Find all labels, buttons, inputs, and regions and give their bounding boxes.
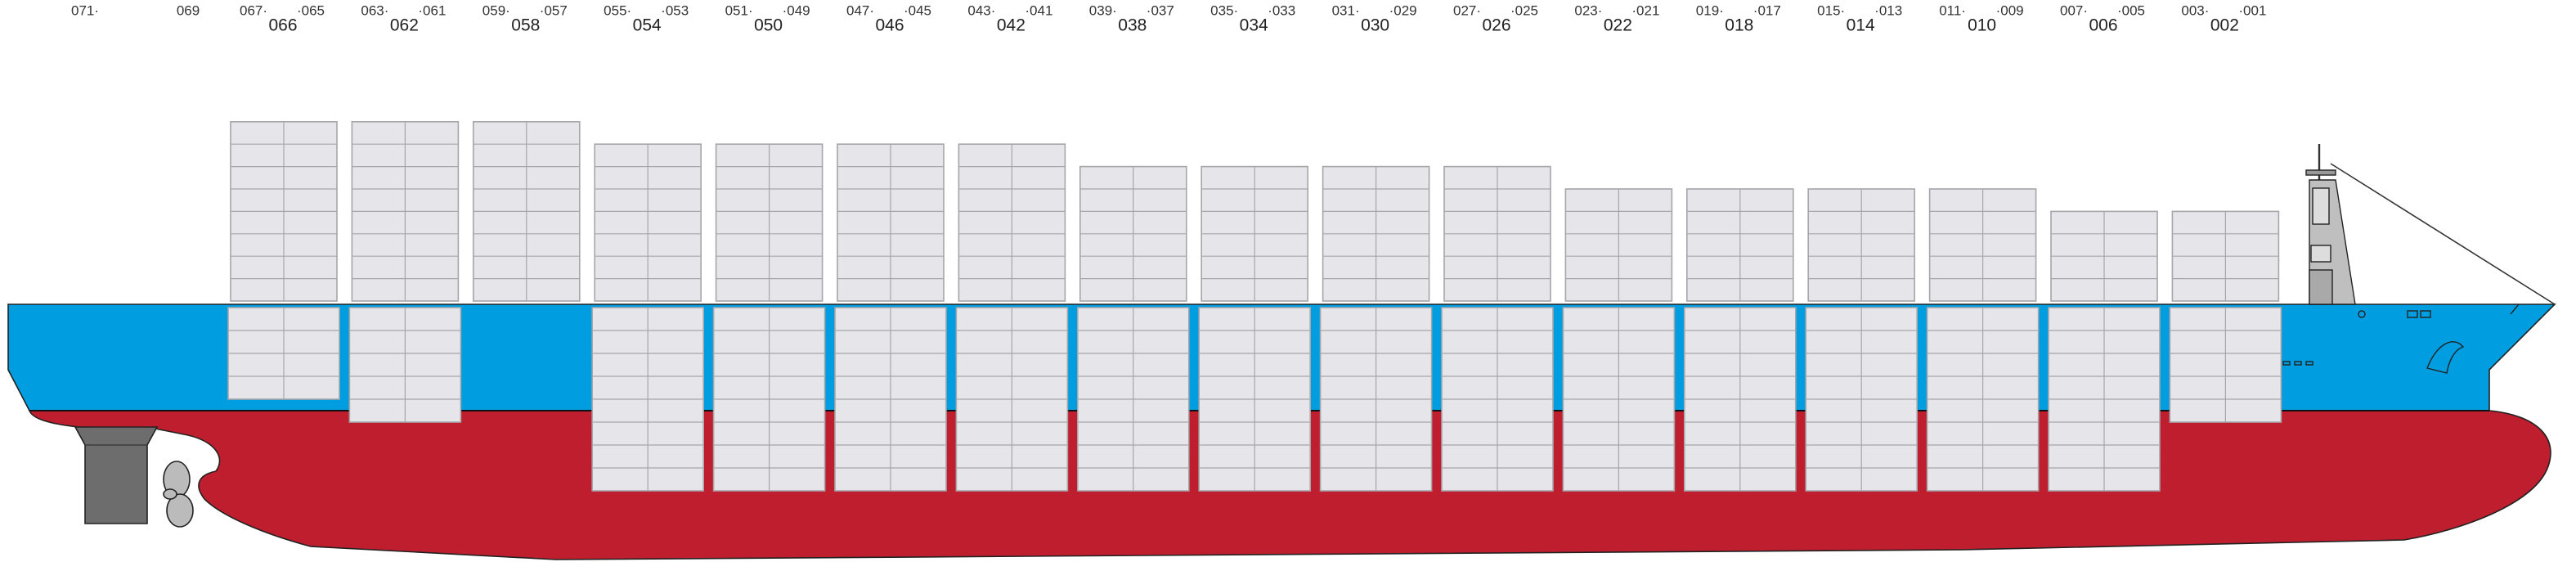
bay-label: ·013 (1874, 2, 1902, 18)
bay-label: 035· (1210, 2, 1238, 18)
bay-label: 046 (875, 16, 904, 35)
bay-label: 058 (511, 16, 540, 35)
bay-label: 006 (2089, 16, 2117, 35)
bay-label: 054 (633, 16, 662, 35)
bay-label: ·065 (297, 2, 325, 18)
bay-label: ·053 (661, 2, 689, 18)
bay-label: ·033 (1268, 2, 1295, 18)
bay-label: ·029 (1389, 2, 1417, 18)
bay-label: 062 (390, 16, 419, 35)
bay-label: 031· (1332, 2, 1360, 18)
bay-label: ·005 (2117, 2, 2145, 18)
bay-label: 034 (1240, 16, 1268, 35)
bay-label: 003· (2181, 2, 2209, 18)
bay-label: 066 (268, 16, 297, 35)
bay-label: 015· (1817, 2, 1845, 18)
bay-label: ·037 (1147, 2, 1174, 18)
bay-label: ·057 (540, 2, 568, 18)
bay-label: 010 (1968, 16, 1996, 35)
bay-label: 043· (967, 2, 995, 18)
bay-label: 063· (361, 2, 388, 18)
bay-label: 011· (1939, 2, 1966, 18)
superstructure (2282, 144, 2556, 374)
bay-label: 023· (1574, 2, 1602, 18)
bay-label: 030 (1361, 16, 1389, 35)
bay-label: ·021 (1631, 2, 1659, 18)
bay-label: ·017 (1753, 2, 1781, 18)
bay-label: 027· (1453, 2, 1481, 18)
bay-label: ·049 (783, 2, 810, 18)
bay-label: 038 (1118, 16, 1147, 35)
containers (227, 121, 2282, 492)
bay-label: 019· (1696, 2, 1724, 18)
bay-label: 051· (725, 2, 753, 18)
bay-label: 067· (240, 2, 267, 18)
bay-label: 007· (2060, 2, 2088, 18)
bay-label: ·001 (2238, 2, 2266, 18)
bay-label: 002 (2210, 16, 2239, 35)
bay-label: 055· (604, 2, 631, 18)
bay-label: ·061 (418, 2, 446, 18)
bay-label: ·025 (1510, 2, 1538, 18)
bay-label: 059· (482, 2, 510, 18)
bay-label: ·041 (1025, 2, 1052, 18)
bay-label: 022 (1604, 16, 1632, 35)
bay-label: 026 (1482, 16, 1510, 35)
bay-label: 014 (1847, 16, 1875, 35)
bay-label: 047· (846, 2, 874, 18)
rudder (74, 426, 159, 524)
bay-label: 069 (177, 2, 200, 18)
bay-label: 039· (1089, 2, 1117, 18)
bay-label: 071· (71, 2, 99, 18)
bay-label: ·009 (1996, 2, 2024, 18)
bay-label: 050 (754, 16, 783, 35)
propeller (163, 461, 194, 528)
bay-label: 042 (997, 16, 1025, 35)
bay-label: ·045 (904, 2, 931, 18)
bay-label: 018 (1725, 16, 1753, 35)
